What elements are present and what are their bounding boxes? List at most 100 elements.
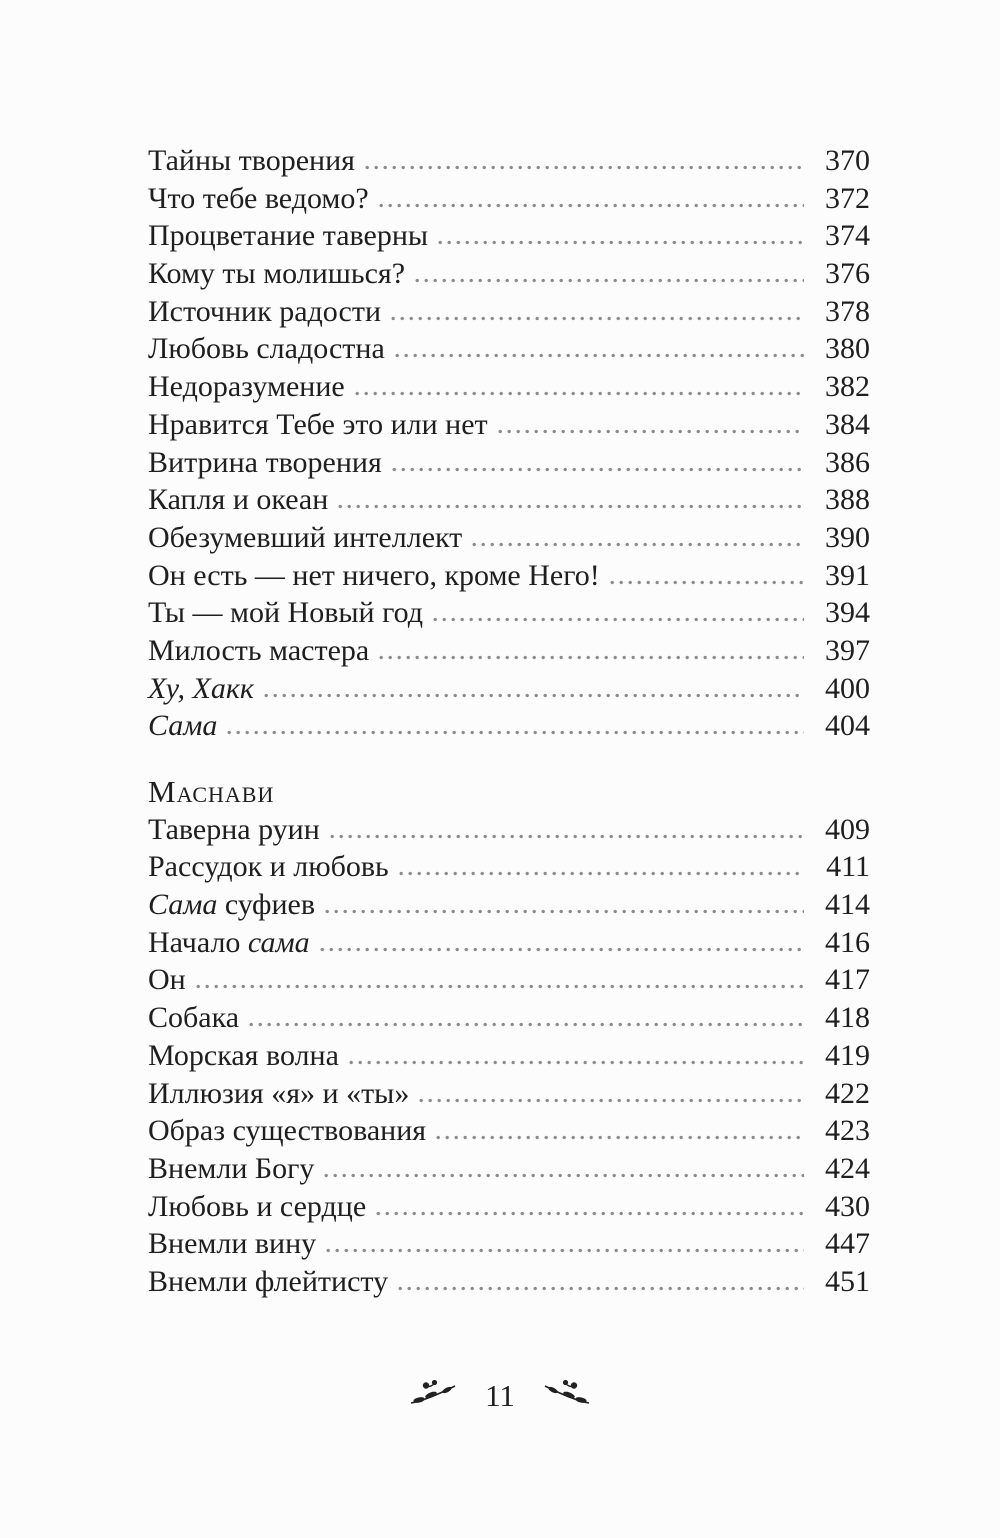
toc-title-segment-italic: сама xyxy=(247,925,310,959)
toc-entry-page: 394 xyxy=(825,596,870,630)
toc-entry-page: 374 xyxy=(825,219,870,253)
dot-leader xyxy=(472,541,804,547)
toc-section-header: Маснави xyxy=(148,774,275,809)
toc-entry-title: Внемли вину xyxy=(148,1225,316,1263)
toc-title-segment: Он есть — нет ничего, кроме Него! xyxy=(148,558,600,592)
toc-row: Сама суфиев 414 xyxy=(148,886,870,924)
toc-entry-title: Сама xyxy=(148,707,217,745)
toc-row: Витрина творения 386 xyxy=(148,444,870,482)
toc-row: Нравится Тебе это или нет 384 xyxy=(148,406,870,444)
dot-leader xyxy=(263,692,804,698)
toc-title-segment: Источник радости xyxy=(148,294,381,328)
toc-row: Собака 418 xyxy=(148,999,870,1037)
toc-title-segment: Недоразумение xyxy=(148,370,345,404)
toc-section: Тайны творения 370 Что тебе ведомо? 372 Проц… xyxy=(148,142,870,745)
toc-row: Внемли Богу 424 xyxy=(148,1150,870,1188)
toc-row: Любовь сладостна 380 xyxy=(148,330,870,368)
floral-sprig-icon xyxy=(407,1378,459,1413)
toc-entry-page: 422 xyxy=(825,1076,870,1110)
toc-entry-title: Что тебе ведомо? xyxy=(148,180,369,218)
toc-row: Начало сама 416 xyxy=(148,924,870,962)
toc-row: Образ существования 423 xyxy=(148,1112,870,1150)
toc-title-segment: Нравится Тебе это или нет xyxy=(148,407,488,441)
toc-entry-title: Ху, Хакк xyxy=(148,670,254,708)
toc-row: Тайны творения 370 xyxy=(148,142,870,180)
toc-entry-page: 382 xyxy=(825,370,870,404)
toc-row: Морская волна 419 xyxy=(148,1037,870,1075)
toc-entry-page: 388 xyxy=(825,483,870,517)
toc-title-segment: Витрина творения xyxy=(148,445,382,479)
dot-leader xyxy=(398,871,804,877)
dot-leader xyxy=(325,909,804,915)
toc-row: Милость мастера 397 xyxy=(148,632,870,670)
toc-entry-page: 451 xyxy=(825,1264,870,1298)
toc-entry-title: Любовь и сердце xyxy=(148,1188,366,1226)
toc-entry-page: 416 xyxy=(825,925,870,959)
toc-title-segment: Ты — мой Новый год xyxy=(148,596,424,630)
dot-leader xyxy=(378,202,804,208)
toc-entry-page: 430 xyxy=(825,1189,870,1223)
toc-row: Ты — мой Новый год 394 xyxy=(148,594,870,632)
dot-leader xyxy=(379,654,804,660)
dot-leader xyxy=(338,504,804,510)
toc-entry-page: 414 xyxy=(825,888,870,922)
dot-leader xyxy=(497,428,804,434)
toc-entry-title: Тайны творения xyxy=(148,142,355,180)
dot-leader xyxy=(249,1022,804,1028)
toc-entry-page: 376 xyxy=(825,257,870,291)
toc-entry-title: Внемли Богу xyxy=(148,1150,314,1188)
toc-title-segment: Иллюзия «я» и «ты» xyxy=(148,1076,410,1110)
dot-leader xyxy=(398,1285,804,1291)
toc-entry-title: Любовь сладостна xyxy=(148,330,385,368)
toc-row: Любовь и сердце 430 xyxy=(148,1188,870,1226)
toc-row: Источник радости 378 xyxy=(148,293,870,331)
toc-title-segment: Начало xyxy=(148,925,248,959)
floral-sprig-icon xyxy=(541,1378,593,1413)
toc-entry-title: Начало сама xyxy=(148,924,310,962)
dot-leader xyxy=(319,946,804,952)
dot-leader xyxy=(391,466,804,472)
toc-entry-page: 400 xyxy=(825,671,870,705)
dot-leader xyxy=(394,353,804,359)
toc-title-segment: Внемли флейтисту xyxy=(148,1264,389,1298)
dot-leader xyxy=(326,1248,804,1254)
toc-title-segment-italic: Сама xyxy=(148,709,218,743)
toc-entry-page: 378 xyxy=(825,294,870,328)
toc-title-segment: Обезумевший интеллект xyxy=(148,520,463,554)
toc-entry-page: 409 xyxy=(825,812,870,846)
toc-title-segment: Любовь сладостна xyxy=(148,332,385,366)
toc-row: Капля и океан 388 xyxy=(148,481,870,519)
toc-row: Он есть — нет ничего, кроме Него! 391 xyxy=(148,557,870,595)
toc-entry-page: 418 xyxy=(825,1001,870,1035)
toc-entry-page: 380 xyxy=(825,332,870,366)
toc-entry-title: Образ существования xyxy=(148,1112,426,1150)
toc-title-segment: Образ существования xyxy=(148,1114,427,1148)
toc-title-segment: Морская волна xyxy=(148,1038,339,1072)
toc-entry-title: Он есть — нет ничего, кроме Него! xyxy=(148,557,600,595)
toc-entry-page: 419 xyxy=(825,1038,870,1072)
toc-title-segment: Что тебе ведомо? xyxy=(148,181,369,215)
toc-row: Недоразумение 382 xyxy=(148,368,870,406)
toc-title-segment: Капля и океан xyxy=(148,483,329,517)
toc-row: Внемли вину 447 xyxy=(148,1225,870,1263)
page-number: 11 xyxy=(485,1378,515,1413)
dot-leader xyxy=(354,391,804,397)
toc-entry-page: 447 xyxy=(825,1227,870,1261)
toc-row: Процветание таверны 374 xyxy=(148,217,870,255)
toc-row: Он 417 xyxy=(148,961,870,999)
toc-entry-title: Ты — мой Новый год xyxy=(148,594,423,632)
toc-entry-page: 372 xyxy=(825,181,870,215)
toc-entry-page: 384 xyxy=(825,407,870,441)
toc-entry-page: 404 xyxy=(825,709,870,743)
toc-entry-title: Капля и океан xyxy=(148,481,328,519)
toc-entry-page: 370 xyxy=(825,144,870,177)
page-footer: 11 xyxy=(0,1378,1000,1413)
toc-entry-page: 423 xyxy=(825,1114,870,1148)
toc-entry-title: Таверна руин xyxy=(148,811,320,849)
toc-title-segment: суфиев xyxy=(217,888,316,922)
toc-title-segment: Тайны творения xyxy=(148,144,355,177)
toc-row: Ху, Хакк 400 xyxy=(148,670,870,708)
toc-title-segment: Милость мастера xyxy=(148,633,370,667)
toc-entry-page: 391 xyxy=(825,558,870,592)
